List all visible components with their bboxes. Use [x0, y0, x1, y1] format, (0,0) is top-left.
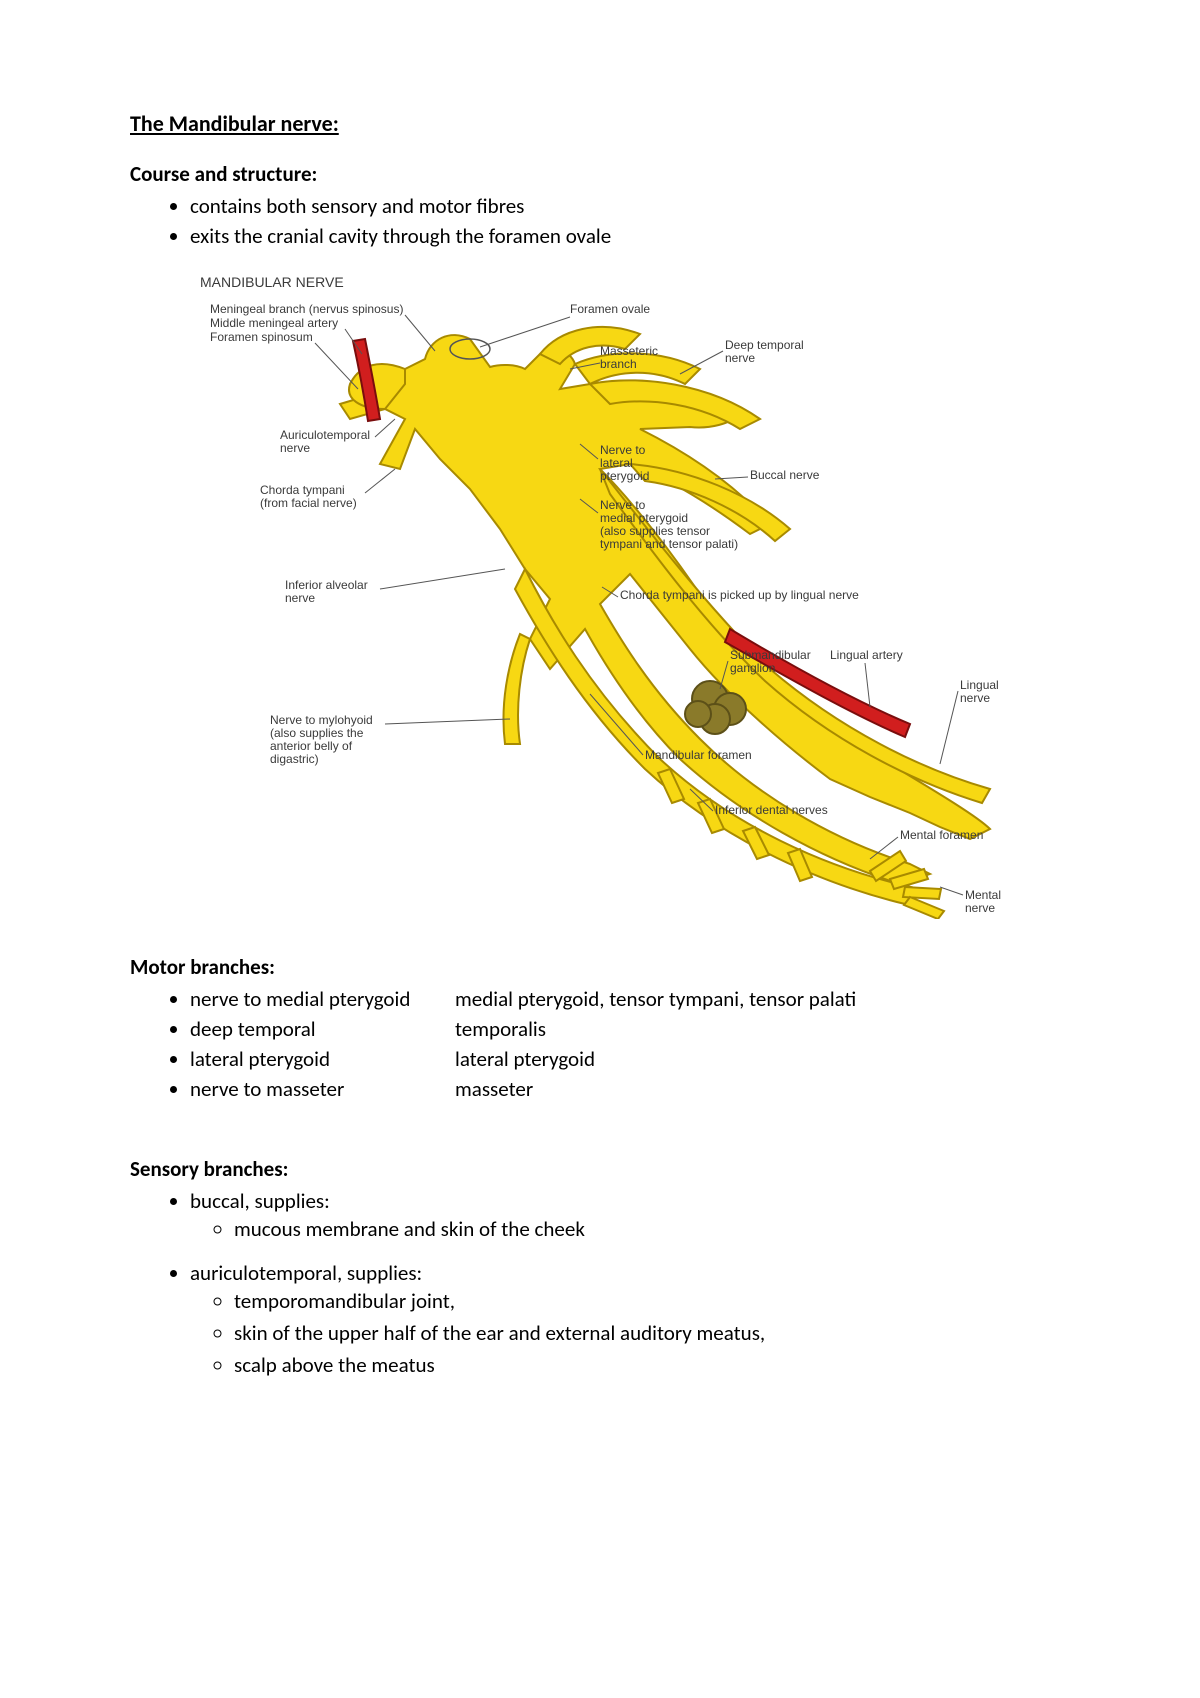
sensory-list-2: auriculotemporal, supplies: temporomandi…: [130, 1260, 1080, 1378]
label-fovale: Foramen ovale: [570, 302, 650, 316]
list-item: scalp above the meatus: [234, 1352, 1080, 1378]
list-item: skin of the upper half of the ear and ex…: [234, 1320, 1080, 1346]
diagram-title: MANDIBULAR NERVE: [200, 274, 344, 290]
page-title: The Mandibular nerve:: [130, 110, 1080, 137]
motor-list: nerve to medial pterygoid medial pterygo…: [130, 986, 1080, 1102]
label-chordat: Chorda tympani (from facial nerve): [260, 483, 357, 510]
document-page: The Mandibular nerve: Course and structu…: [0, 0, 1200, 1448]
list-item: lateral pterygoid lateral pterygoid: [190, 1046, 1080, 1072]
label-auriculo: Auriculotemporal nerve: [280, 428, 373, 455]
list-item: mucous membrane and skin of the cheek: [234, 1216, 1080, 1242]
motor-nerve: lateral pterygoid: [190, 1046, 455, 1072]
nerve-body: [340, 327, 990, 919]
label-mandfor: Mandibular foramen: [645, 748, 752, 762]
list-item: nerve to masseter masseter: [190, 1076, 1080, 1102]
course-heading: Course and structure:: [130, 161, 1080, 187]
list-item: exits the cranial cavity through the for…: [190, 223, 1080, 249]
course-list: contains both sensory and motor fibres e…: [130, 193, 1080, 249]
label-lingnrv: Lingual nerve: [960, 678, 1002, 705]
list-item: temporomandibular joint,: [234, 1288, 1080, 1314]
label-chordapick: Chorda tympani is picked up by lingual n…: [620, 588, 859, 602]
motor-nerve: nerve to medial pterygoid: [190, 986, 455, 1012]
motor-heading: Motor branches:: [130, 954, 1080, 980]
sensory-sublist: temporomandibular joint, skin of the upp…: [190, 1288, 1080, 1378]
list-item: deep temporal temporalis: [190, 1016, 1080, 1042]
motor-target: lateral pterygoid: [455, 1046, 1080, 1072]
motor-target: temporalis: [455, 1016, 1080, 1042]
label-mma: Middle meningeal artery: [210, 316, 338, 330]
diagram-svg: MANDIBULAR NERVE: [170, 269, 1030, 919]
label-fspinosum: Foramen spinosum: [210, 330, 313, 344]
label-deeptemp: Deep temporal nerve: [725, 338, 807, 365]
label-buccal: Buccal nerve: [750, 468, 820, 482]
label-mentalfor: Mental foramen: [900, 828, 983, 842]
label-lingart: Lingual artery: [830, 648, 903, 662]
motor-target: medial pterygoid, tensor tympani, tensor…: [455, 986, 1080, 1012]
motor-target: masseter: [455, 1076, 1080, 1102]
sensory-label: auriculotemporal, supplies:: [190, 1260, 422, 1286]
list-item: buccal, supplies: mucous membrane and sk…: [190, 1188, 1080, 1242]
sensory-label: buccal, supplies:: [190, 1188, 330, 1214]
sensory-list: buccal, supplies: mucous membrane and sk…: [130, 1188, 1080, 1242]
label-nmylo: Nerve to mylohyoid (also supplies the an…: [270, 713, 376, 766]
label-meningeal: Meningeal branch (nervus spinosus): [210, 302, 403, 316]
sensory-heading: Sensory branches:: [130, 1156, 1080, 1182]
sensory-sublist: mucous membrane and skin of the cheek: [190, 1216, 1080, 1242]
label-ian: Inferior alveolar nerve: [285, 578, 371, 605]
mandibular-nerve-diagram: MANDIBULAR NERVE: [170, 269, 1030, 924]
label-mentalnrv: Mental nerve: [965, 888, 1004, 915]
motor-nerve: nerve to masseter: [190, 1076, 455, 1102]
list-item: contains both sensory and motor fibres: [190, 193, 1080, 219]
list-item: auriculotemporal, supplies: temporomandi…: [190, 1260, 1080, 1378]
label-infdental: Inferior dental nerves: [715, 803, 828, 817]
motor-nerve: deep temporal: [190, 1016, 455, 1042]
list-item: nerve to medial pterygoid medial pterygo…: [190, 986, 1080, 1012]
